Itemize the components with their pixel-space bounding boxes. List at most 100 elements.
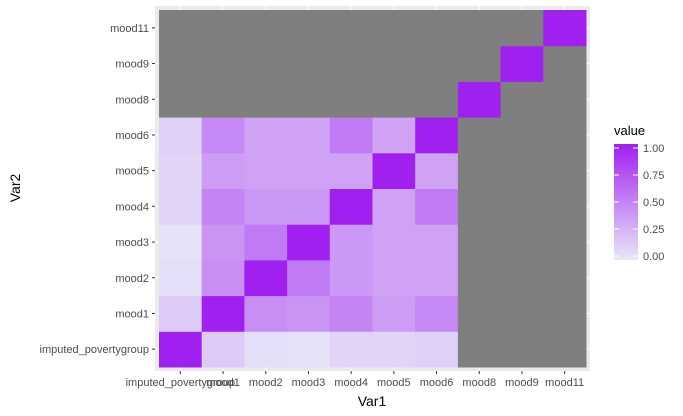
x-axis-title: Var1 [358,393,387,409]
x-tick-label: mood9 [505,377,539,389]
heatmap-cell-imputed_povertygroup-mood2 [159,259,203,297]
heatmap-cell-imputed_povertygroup-mood11 [159,10,203,47]
y-tick-label: mood11 [110,23,149,35]
heatmap-cell-mood5-mood9 [372,45,416,82]
y-tick-label: mood2 [115,273,149,285]
heatmap-cell-mood4-mood5 [329,152,373,189]
heatmap-cell-mood8-mood4 [457,188,502,225]
heatmap-cell-mood6-mood4 [415,188,459,225]
heatmap-cell-mood6-mood9 [415,45,459,82]
x-tick-label: mood8 [462,377,496,389]
heatmap-cell-mood1-mood6 [201,117,245,154]
heatmap-cell-mood8-mood2 [457,259,502,297]
heatmap-cell-mood1-mood8 [201,81,245,118]
heatmap-cell-mood3-mood6 [287,117,331,154]
heatmap-cell-mood11-mood3 [543,224,587,261]
heatmap-cell-mood8-mood11 [457,10,502,47]
heatmap-cell-mood8-mood3 [457,224,502,261]
x-tick-label: mood2 [249,377,283,389]
heatmap-cell-mood9-mood3 [500,224,544,261]
heatmap-cell-mood5-mood6 [372,117,416,154]
heatmap-cell-mood2-mood6 [244,117,288,154]
heatmap-cell-mood6-mood11 [415,10,459,47]
heatmap-cell-mood3-mood1 [287,295,331,332]
heatmap-cell-mood11-mood1 [543,295,587,332]
heatmap-cell-mood11-mood4 [543,188,587,225]
y-tick-label: mood5 [115,166,149,178]
heatmap-cell-mood11-mood9 [543,45,587,82]
heatmap-cell-imputed_povertygroup-mood4 [159,188,203,225]
heatmap-cell-mood3-mood4 [287,188,331,225]
heatmap-cell-mood6-mood1 [415,295,459,332]
heatmap-cell-mood2-mood2 [244,259,288,297]
heatmap-cell-mood11-imputed_povertygroup [543,331,587,368]
heatmap-cell-mood1-mood1 [201,295,245,332]
heatmap-cell-mood9-mood6 [500,117,544,154]
heatmap-cell-imputed_povertygroup-mood3 [159,224,203,261]
heatmap-cell-mood2-imputed_povertygroup [244,331,288,368]
heatmap-cell-mood11-mood11 [543,10,587,47]
legend-tick-label: 0.75 [643,170,664,182]
heatmap-cell-mood3-mood9 [287,45,331,82]
heatmap-cell-mood5-mood5 [372,152,416,189]
heatmap-cell-mood1-mood11 [201,10,245,47]
heatmap-cell-mood3-mood3 [287,224,331,261]
heatmap-cell-mood3-mood2 [287,259,331,297]
heatmap-cell-mood11-mood8 [543,81,587,118]
y-axis-ticks: imputed_povertygroup mood1 mood2 mood3 mood4… [40,23,155,356]
heatmap-cell-mood4-mood8 [329,81,373,118]
heatmap-cell-mood4-mood6 [329,117,373,154]
heatmap-cell-mood5-mood4 [372,188,416,225]
heatmap-cell-mood1-mood2 [201,259,245,297]
x-tick-label: mood3 [292,377,326,389]
heatmap-cell-mood6-mood2 [415,259,459,297]
heatmap-cell-mood3-mood8 [287,81,331,118]
heatmap-cell-mood9-mood5 [500,152,544,189]
y-tick-label: mood3 [115,237,149,249]
heatmap-cell-mood2-mood9 [244,45,288,82]
heatmap-cell-mood9-mood1 [500,295,544,332]
y-tick-label: mood1 [115,308,149,320]
heatmap-cell-mood5-imputed_povertygroup [372,331,416,368]
heatmap-cell-mood4-mood1 [329,295,373,332]
heatmap-cell-imputed_povertygroup-mood5 [159,152,203,189]
legend-tick-label: 1.00 [643,143,664,155]
heatmap-cell-mood11-mood5 [543,152,587,189]
heatmap-cell-mood5-mood11 [372,10,416,47]
heatmap-cell-mood11-mood2 [543,259,587,297]
heatmap-cell-mood6-mood8 [415,81,459,118]
heatmap-cell-mood1-mood9 [201,45,245,82]
heatmap-cell-mood4-mood3 [329,224,373,261]
heatmap-cell-imputed_povertygroup-mood6 [159,117,203,154]
x-tick-label: mood1 [206,377,240,389]
heatmap-cell-mood8-mood6 [457,117,502,154]
heatmap-cell-mood5-mood8 [372,81,416,118]
heatmap-cell-mood3-mood5 [287,152,331,189]
heatmap-cell-mood9-mood9 [500,45,544,82]
heatmap-cell-mood5-mood2 [372,259,416,297]
heatmap-cell-mood11-mood6 [543,117,587,154]
y-axis-title: Var2 [7,174,23,203]
y-tick-label: imputed_povertygroup [40,344,149,356]
y-tick-label: mood9 [115,59,149,71]
heatmap-cell-mood9-imputed_povertygroup [500,331,544,368]
heatmap-cell-mood4-mood9 [329,45,373,82]
x-tick-label: mood5 [377,377,411,389]
heatmap-cell-imputed_povertygroup-mood1 [159,295,203,332]
heatmap-cell-mood9-mood2 [500,259,544,297]
heatmap-cell-mood2-mood11 [244,10,288,47]
legend: value 1.00 0.75 0.50 0.25 0.00 [614,123,664,263]
heatmap-cells [159,10,587,368]
heatmap-cell-imputed_povertygroup-mood9 [159,45,203,82]
heatmap-cell-mood9-mood4 [500,188,544,225]
heatmap-cell-mood9-mood11 [500,10,544,47]
heatmap-cell-mood4-mood11 [329,10,373,47]
heatmap-cell-mood2-mood5 [244,152,288,189]
legend-title: value [614,123,645,138]
x-tick-label: mood4 [334,377,368,389]
heatmap-cell-mood1-mood3 [201,224,245,261]
heatmap-cell-mood8-imputed_povertygroup [457,331,502,368]
heatmap-cell-mood6-imputed_povertygroup [415,331,459,368]
heatmap-cell-mood6-mood6 [415,117,459,154]
